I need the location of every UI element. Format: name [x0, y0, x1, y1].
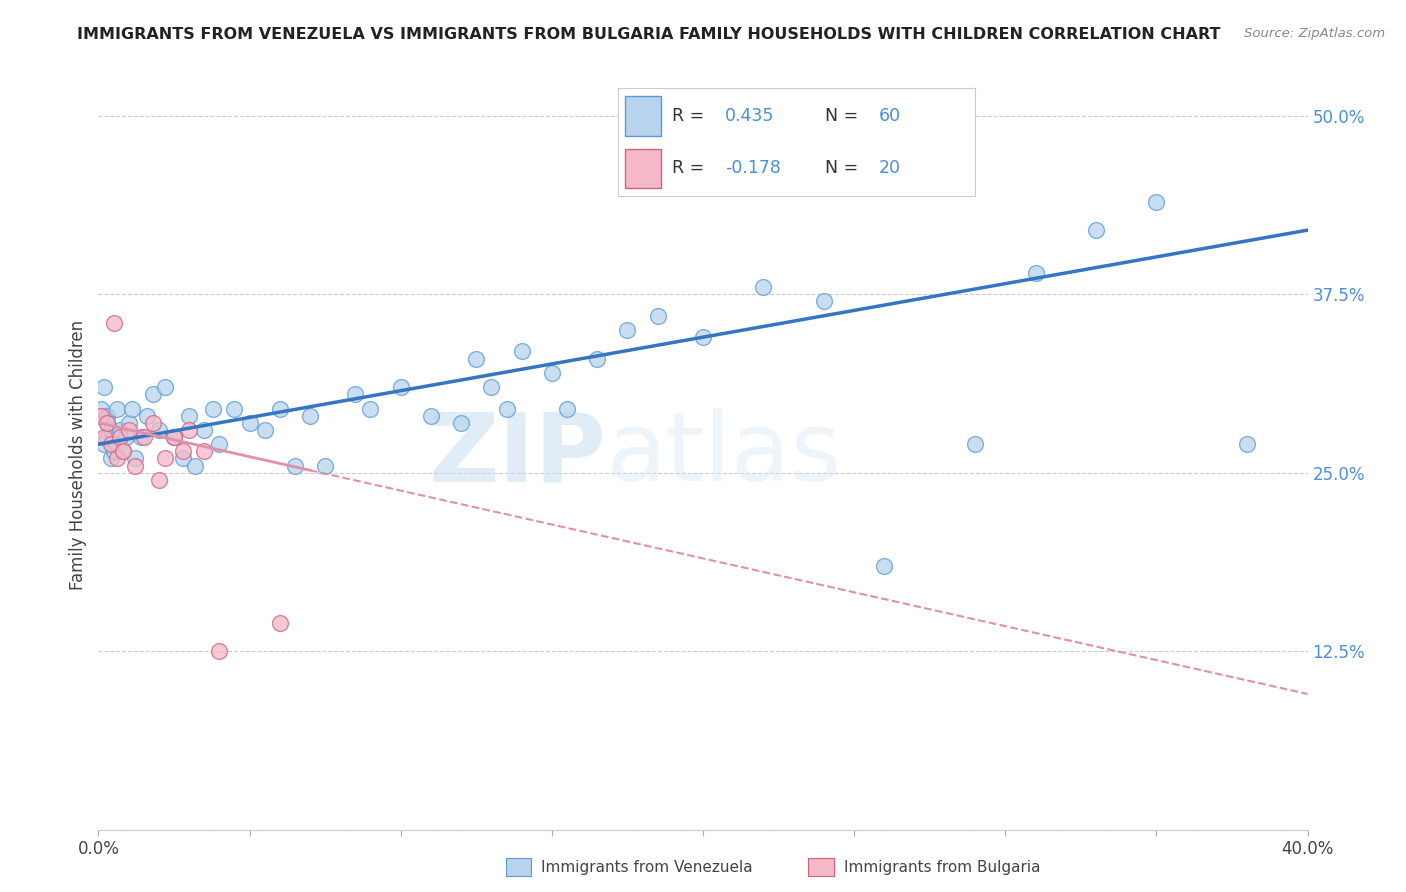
Point [118, 423, 141, 437]
Point [269, 401, 291, 416]
Point [193, 423, 215, 437]
Point [1024, 266, 1046, 280]
Point [284, 458, 307, 473]
Point [111, 444, 134, 458]
Point [96, 416, 118, 430]
Point [1085, 223, 1108, 237]
Point [752, 280, 775, 294]
Point [389, 380, 412, 394]
Point [93, 380, 115, 394]
Text: Immigrants from Bulgaria: Immigrants from Bulgaria [844, 860, 1040, 874]
Point [103, 316, 125, 330]
Point [163, 430, 186, 444]
Point [314, 458, 336, 473]
Point [96, 430, 118, 444]
Point [96, 409, 118, 423]
Point [224, 401, 246, 416]
Point [344, 387, 367, 401]
Point [360, 401, 382, 416]
Point [103, 430, 125, 444]
Point [692, 330, 714, 344]
Text: atlas: atlas [606, 409, 841, 501]
Point [172, 444, 194, 458]
Point [586, 351, 609, 366]
Point [100, 423, 122, 437]
Point [540, 366, 562, 380]
Point [420, 409, 443, 423]
Point [647, 309, 669, 323]
Point [193, 444, 215, 458]
Point [148, 423, 170, 437]
Point [114, 430, 136, 444]
Point [299, 409, 322, 423]
Point [105, 401, 128, 416]
Point [555, 401, 578, 416]
Point [148, 473, 170, 487]
Point [153, 451, 176, 466]
Point [208, 437, 231, 451]
Point [90, 409, 112, 423]
Point [124, 451, 146, 466]
Point [142, 387, 165, 401]
Point [105, 451, 128, 466]
Point [118, 416, 141, 430]
Text: Immigrants from Venezuela: Immigrants from Venezuela [541, 860, 754, 874]
Text: IMMIGRANTS FROM VENEZUELA VS IMMIGRANTS FROM BULGARIA FAMILY HOUSEHOLDS WITH CHI: IMMIGRANTS FROM VENEZUELA VS IMMIGRANTS … [77, 27, 1220, 42]
Point [100, 437, 122, 451]
Point [184, 458, 207, 473]
Point [111, 444, 134, 458]
Point [1144, 194, 1167, 209]
Point [465, 351, 488, 366]
Point [163, 430, 186, 444]
Point [132, 430, 155, 444]
Point [813, 294, 835, 309]
Point [450, 416, 472, 430]
Point [121, 401, 143, 416]
Point [103, 444, 125, 458]
Point [179, 423, 201, 437]
Point [108, 423, 131, 437]
Point [96, 416, 118, 430]
Point [873, 558, 896, 573]
Point [142, 416, 165, 430]
Point [135, 409, 157, 423]
Y-axis label: Family Households with Children: Family Households with Children [69, 320, 87, 590]
Text: ZIP: ZIP [429, 409, 606, 501]
Point [253, 423, 276, 437]
Point [93, 430, 115, 444]
Point [269, 615, 291, 630]
Point [208, 644, 231, 658]
Point [90, 401, 112, 416]
Point [124, 458, 146, 473]
Point [510, 344, 533, 359]
Point [105, 437, 128, 451]
Point [965, 437, 987, 451]
Point [93, 437, 115, 451]
Point [100, 451, 122, 466]
Point [1236, 437, 1258, 451]
Point [108, 430, 131, 444]
Point [495, 401, 517, 416]
Point [616, 323, 638, 337]
Text: Source: ZipAtlas.com: Source: ZipAtlas.com [1244, 27, 1385, 40]
Point [179, 409, 201, 423]
Point [239, 416, 262, 430]
Point [153, 380, 176, 394]
Point [129, 430, 152, 444]
Point [202, 401, 225, 416]
Point [481, 380, 503, 394]
Point [172, 451, 194, 466]
